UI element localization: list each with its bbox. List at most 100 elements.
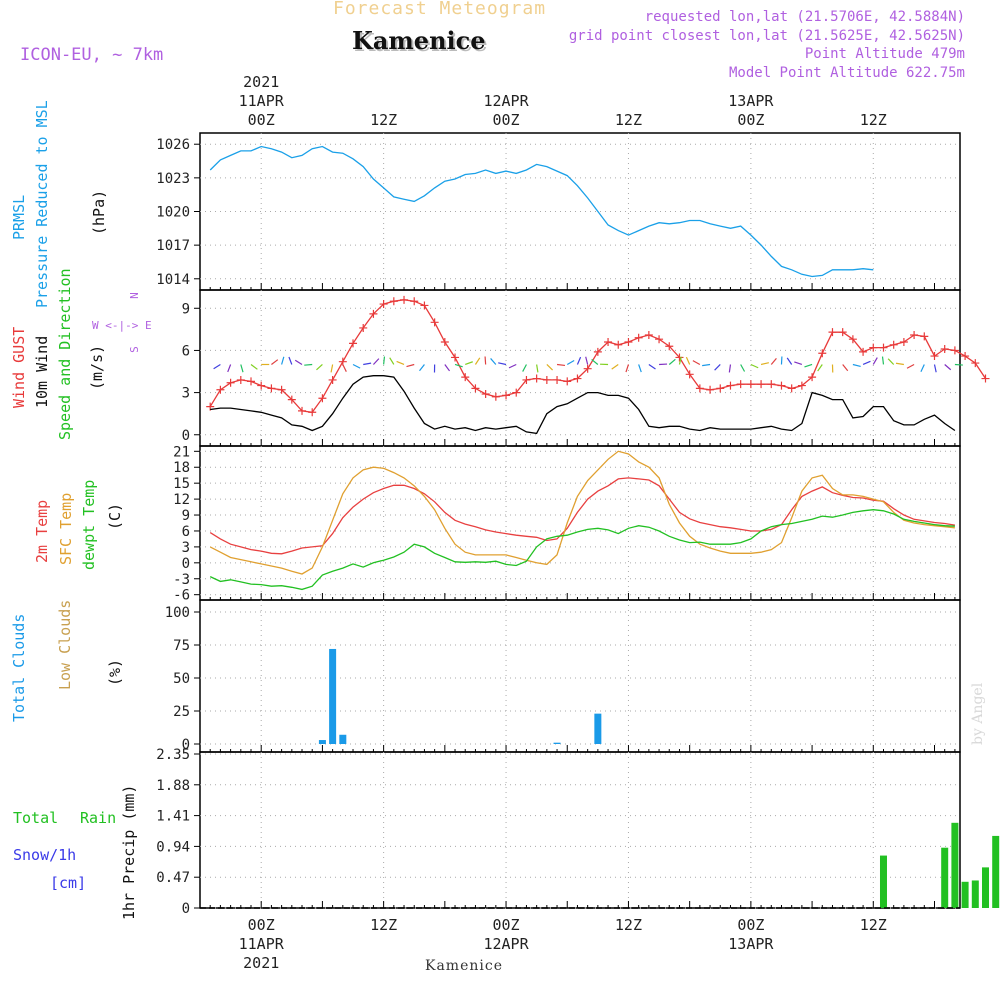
y-tick-label: 0: [182, 556, 190, 572]
wind-direction-arrow: [566, 359, 575, 366]
gust-point: [267, 384, 276, 393]
gust-point: [338, 357, 347, 366]
gust-point: [879, 343, 888, 352]
wind-gust-label: Wind GUST: [10, 326, 28, 408]
watermark: by Angel: [970, 682, 986, 745]
gust-point: [624, 338, 633, 346]
gust-point: [981, 374, 990, 383]
gust-point: [695, 384, 704, 393]
gust-point: [889, 340, 898, 349]
top-time-label: 11APR: [239, 92, 285, 110]
gust-point: [410, 297, 419, 306]
y-tick-label: 9: [182, 301, 190, 317]
requested-coords: requested lon,lat (21.5706E, 42.5884N): [644, 9, 965, 25]
gust-point: [634, 333, 643, 342]
y-tick-label: 21: [173, 444, 190, 460]
wind-direction-arrow: [454, 363, 463, 368]
gust-point: [604, 338, 613, 346]
gust-point: [328, 375, 337, 384]
gust-point: [236, 375, 245, 384]
model-altitude: Model Point Altitude 622.75m: [728, 65, 965, 81]
top-time-label: 00Z: [737, 111, 764, 129]
wind-direction-arrow: [862, 360, 871, 366]
y-tick-label: 0.47: [156, 870, 190, 886]
panel-frame: [199, 445, 961, 601]
gust-point: [583, 364, 592, 373]
y-tick-label: 1020: [156, 205, 190, 221]
gust-point: [869, 343, 878, 352]
grid-point-coords: grid point closest lon,lat (21.5625E, 42…: [568, 28, 965, 44]
wind-speed-dir-label: Speed and Direction: [56, 268, 74, 440]
gust-point: [451, 353, 460, 362]
wind-direction-arrow: [406, 363, 415, 368]
wind-direction-arrow: [522, 364, 527, 372]
gust-point: [746, 380, 755, 389]
gust-point: [349, 339, 358, 348]
y-tick-label: 100: [165, 605, 190, 621]
wind-direction-arrow: [872, 357, 878, 365]
precip-unit-label: 1hr Precip (mm): [120, 784, 138, 920]
wind-direction-arrow: [342, 364, 347, 372]
gust-point: [359, 323, 368, 332]
wind-direction-arrow: [692, 360, 701, 366]
gust-point: [216, 385, 225, 394]
gust-point: [287, 395, 296, 404]
gust-point: [818, 349, 827, 358]
top-time-label: 12Z: [860, 111, 887, 129]
gust-point: [440, 338, 449, 346]
gust-point: [808, 373, 817, 382]
wind-direction-arrow: [330, 364, 334, 373]
gust-point: [277, 385, 286, 394]
wind-direction-arrow: [484, 356, 487, 365]
gust-point: [430, 318, 439, 327]
bar-total-clouds: [339, 734, 347, 744]
y-tick-label: 0: [182, 737, 190, 753]
wind-direction-arrow: [396, 360, 405, 366]
wind-direction-arrow: [227, 364, 232, 373]
gust-point: [542, 375, 551, 384]
wind-direction-arrow: [887, 358, 895, 365]
wind-direction-arrow: [585, 356, 589, 365]
wind-direction-arrow: [852, 363, 861, 368]
bottom-time-label: 12APR: [483, 935, 529, 953]
gust-point: [553, 375, 562, 384]
gust-point: [593, 347, 602, 356]
y-tick-label: 1026: [156, 137, 190, 153]
total-clouds-label: Total Clouds: [10, 613, 28, 722]
bottom-time-label: 12Z: [370, 916, 397, 934]
gust-point: [522, 375, 531, 384]
snow-label: Snow/1h: [13, 846, 77, 864]
wind-direction-arrow: [740, 364, 746, 372]
gust-point: [767, 380, 776, 389]
panel-frame: [199, 751, 961, 909]
wind-direction-arrow: [508, 363, 517, 369]
gust-point: [308, 408, 317, 417]
wind-direction-arrow: [611, 363, 619, 370]
y-tick-label: 0.94: [156, 839, 190, 855]
series-line-wind-gust: [209, 299, 987, 413]
gust-point: [247, 377, 256, 386]
wind-direction-arrow: [906, 363, 915, 369]
gust-point: [298, 406, 307, 415]
wind-direction-arrow: [794, 361, 803, 366]
y-tick-label: -3: [173, 572, 190, 588]
wind-direction-arrow: [933, 364, 937, 373]
gust-point: [481, 390, 490, 398]
temp-sfc-label: SFC Temp: [57, 492, 75, 565]
wind-direction-arrow: [668, 358, 676, 365]
hpa-unit-label: (hPa): [90, 189, 108, 235]
gust-point: [920, 332, 929, 341]
y-tick-label: 12: [173, 492, 190, 508]
wind-direction-arrow: [678, 356, 682, 365]
bar-total-clouds: [594, 713, 602, 744]
forecast-title: Forecast Meteogram: [333, 0, 547, 19]
wind-direction-arrow: [419, 364, 425, 372]
gust-point: [318, 394, 327, 403]
gust-point: [461, 373, 470, 382]
wind-direction-arrow: [316, 364, 323, 371]
top-time-label: 13APR: [728, 92, 774, 110]
wind-direction-arrow: [288, 356, 293, 365]
wind-direction-arrow: [352, 363, 361, 369]
top-time-label: 12APR: [483, 92, 529, 110]
gust-point: [859, 347, 868, 356]
